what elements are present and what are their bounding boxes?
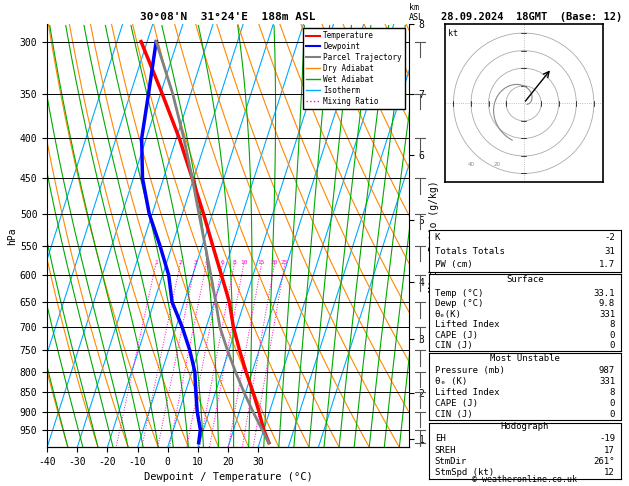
Text: 9.8: 9.8 [599,299,615,308]
Text: EH: EH [435,434,445,443]
Text: 40: 40 [467,162,474,168]
Text: 8: 8 [610,320,615,329]
Text: 8: 8 [232,260,236,265]
Text: Lifted Index: Lifted Index [435,320,499,329]
Text: Surface: Surface [506,275,543,284]
Text: 1.7: 1.7 [599,260,615,269]
Text: 20: 20 [270,260,278,265]
Text: θₑ (K): θₑ (K) [435,378,467,386]
Text: StmDir: StmDir [435,457,467,466]
Text: -2: -2 [604,233,615,242]
Text: 0: 0 [610,330,615,340]
Text: 31: 31 [604,246,615,256]
Text: CIN (J): CIN (J) [435,341,472,350]
Text: km
ASL: km ASL [409,3,424,22]
Text: 987: 987 [599,366,615,375]
Text: 1: 1 [154,260,158,265]
Text: StmSpd (kt): StmSpd (kt) [435,469,494,477]
Text: 17: 17 [604,446,615,454]
Text: K: K [435,233,440,242]
Text: Hodograph: Hodograph [501,422,549,432]
Text: 4: 4 [204,260,208,265]
Text: Temp (°C): Temp (°C) [435,289,483,297]
Text: Most Unstable: Most Unstable [490,354,560,363]
Legend: Temperature, Dewpoint, Parcel Trajectory, Dry Adiabat, Wet Adiabat, Isotherm, Mi: Temperature, Dewpoint, Parcel Trajectory… [303,28,405,109]
Title: 30°08'N  31°24'E  188m ASL: 30°08'N 31°24'E 188m ASL [140,12,316,22]
Text: CAPE (J): CAPE (J) [435,399,478,408]
Text: 331: 331 [599,378,615,386]
Text: 15: 15 [258,260,265,265]
Text: Lifted Index: Lifted Index [435,388,499,398]
Text: 33.1: 33.1 [594,289,615,297]
Text: CIN (J): CIN (J) [435,410,472,419]
Text: 0: 0 [610,399,615,408]
Text: 28.09.2024  18GMT  (Base: 12): 28.09.2024 18GMT (Base: 12) [441,12,622,22]
Text: Totals Totals: Totals Totals [435,246,504,256]
Text: θₑ(K): θₑ(K) [435,310,462,319]
Y-axis label: hPa: hPa [7,227,17,244]
Text: 8: 8 [610,388,615,398]
Text: SREH: SREH [435,446,456,454]
Text: 3: 3 [193,260,197,265]
X-axis label: Dewpoint / Temperature (°C): Dewpoint / Temperature (°C) [143,472,313,483]
Text: 0: 0 [610,341,615,350]
Text: 12: 12 [604,469,615,477]
Text: Dewp (°C): Dewp (°C) [435,299,483,308]
Text: 6: 6 [220,260,224,265]
Text: 20: 20 [494,162,501,168]
Text: © weatheronline.co.uk: © weatheronline.co.uk [472,474,577,484]
Text: -19: -19 [599,434,615,443]
Text: Pressure (mb): Pressure (mb) [435,366,504,375]
Text: 331: 331 [599,310,615,319]
Text: kt: kt [448,29,458,38]
Text: 2: 2 [178,260,182,265]
Text: 10: 10 [240,260,247,265]
Text: 0: 0 [610,410,615,419]
Y-axis label: Mixing Ratio (g/kg): Mixing Ratio (g/kg) [428,180,438,292]
Text: 261°: 261° [594,457,615,466]
Text: 25: 25 [281,260,288,265]
Text: PW (cm): PW (cm) [435,260,472,269]
Text: CAPE (J): CAPE (J) [435,330,478,340]
